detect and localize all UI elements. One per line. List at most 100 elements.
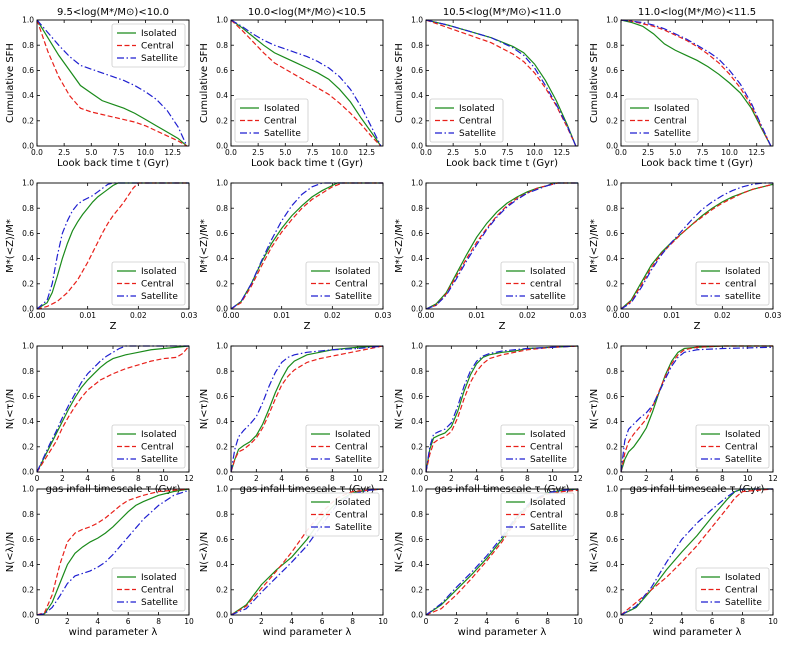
- y-tick-label: 0.2: [606, 279, 618, 288]
- y-tick-label: 0.0: [411, 142, 423, 151]
- x-tick-label: 0: [35, 474, 40, 483]
- legend: Isolated Central Satellite: [695, 424, 770, 469]
- x-tick-label: 10: [184, 617, 194, 626]
- x-tick-label: 0.0: [615, 148, 627, 157]
- panel-r4-c1: 0 2 4 6 8 10 0.0 0.2 0.4 0.6 0.8 1.0 wind parameter …: [5, 485, 194, 638]
- x-tick-label: 0.01: [468, 311, 485, 320]
- y-tick-label: 0.4: [216, 91, 228, 100]
- x-tick-label: 10.0: [137, 148, 154, 157]
- series-line-satellite: [230, 182, 383, 310]
- legend: Isolated Central Satellite: [500, 424, 575, 469]
- x-axis-label: Look back time t (Gyr): [57, 158, 169, 169]
- y-tick-label: 0.2: [411, 279, 423, 288]
- legend-label: Isolated: [264, 104, 300, 114]
- x-tick-label: 7.5: [112, 148, 124, 157]
- y-tick-label: 0.0: [606, 611, 618, 620]
- y-tick-label: 1.0: [606, 179, 618, 188]
- x-tick-label: 2.5: [447, 148, 459, 157]
- x-axis-label: Z: [304, 321, 311, 332]
- x-tick-label: 4: [289, 617, 294, 626]
- y-tick-label: 1.0: [22, 342, 34, 351]
- legend-box: [305, 492, 380, 537]
- x-tick-label: 2.5: [58, 148, 70, 157]
- panel-title: 10.0<log(M*/M⊙)<10.5: [248, 7, 366, 18]
- x-axis-label: gas infall timescale τ (Gyr): [46, 484, 181, 495]
- y-tick-label: 0.4: [411, 560, 423, 569]
- y-tick-label: 0.2: [216, 279, 228, 288]
- y-tick-label: 0.8: [411, 41, 423, 50]
- series-line-isolated: [620, 488, 773, 616]
- x-tick-label: 12: [573, 474, 583, 483]
- x-tick-label: 6: [710, 617, 715, 626]
- y-tick-label: 1.0: [411, 16, 423, 25]
- legend-box: [695, 261, 770, 306]
- legend-label: Satellite: [335, 455, 372, 465]
- legend-label: Satellite: [264, 129, 301, 139]
- x-tick-label: 2: [60, 474, 65, 483]
- legend-box: [695, 424, 770, 469]
- y-tick-label: 0.2: [216, 585, 228, 594]
- y-tick-label: 0.8: [606, 41, 618, 50]
- x-tick-label: 2: [259, 617, 264, 626]
- y-tick-label: 0.6: [216, 535, 228, 544]
- x-axis-label: wind parameter λ: [69, 627, 158, 638]
- series-line-central: [620, 183, 774, 310]
- x-tick-label: 6: [126, 617, 131, 626]
- y-axis-label: Cumulative SFH: [394, 43, 405, 123]
- legend-label: Central: [725, 443, 758, 453]
- series-line-central: [425, 345, 579, 473]
- legend-label: Isolated: [141, 573, 177, 583]
- legend-label: Isolated: [725, 267, 761, 277]
- plot-frame: [620, 345, 774, 473]
- series-line-central: [425, 489, 579, 616]
- y-tick-label: 1.0: [606, 485, 618, 494]
- legend: Isolated Central Satellite: [111, 424, 186, 469]
- y-tick-label: 0.8: [411, 510, 423, 519]
- x-tick-label: 4: [669, 474, 674, 483]
- x-tick-label: 6: [500, 474, 505, 483]
- legend-box: [111, 567, 186, 612]
- panel-r3-c1: 0 2 4 6 8 10 12 0.0 0.2 0.4 0.6 0.8 1.0 gas infall ti…: [5, 342, 194, 495]
- x-tick-label: 12.5: [164, 148, 181, 157]
- y-tick-label: 1.0: [22, 16, 34, 25]
- x-tick-label: 5.0: [669, 148, 681, 157]
- legend-box: [500, 492, 575, 537]
- y-tick-label: 0.2: [411, 442, 423, 451]
- y-tick-label: 0.0: [606, 305, 618, 314]
- x-tick-label: 0.02: [714, 311, 731, 320]
- y-tick-label: 0.2: [606, 116, 618, 125]
- y-tick-label: 0.4: [216, 254, 228, 263]
- legend-label: Satellite: [141, 598, 178, 608]
- x-tick-label: 5.0: [85, 148, 97, 157]
- series-line-satellite: [620, 346, 774, 473]
- x-tick-label: 2: [65, 617, 70, 626]
- plot-frame: [425, 19, 579, 147]
- legend-label: Isolated: [335, 430, 371, 440]
- y-tick-label: 0.6: [411, 535, 423, 544]
- x-tick-label: 2: [254, 474, 259, 483]
- series-line-satellite: [36, 19, 188, 147]
- x-tick-label: 0.00: [418, 311, 435, 320]
- panel-r1-c2: 10.0<log(M*/M⊙)<10.5 0.0 2.5 5.0 7.5 10.0 12.5…: [199, 7, 384, 169]
- x-tick-label: 0: [229, 474, 234, 483]
- legend: Isolated Central Satellite: [695, 567, 770, 612]
- x-tick-label: 8: [156, 617, 161, 626]
- panel-r4-c4: 0 2 4 6 8 10 0.0 0.2 0.4 0.6 0.8 1.0 wind parameter …: [589, 485, 778, 638]
- y-tick-label: 0.6: [606, 535, 618, 544]
- legend-label: Satellite: [530, 455, 567, 465]
- y-tick-label: 1.0: [606, 16, 618, 25]
- legend-box: [111, 23, 186, 68]
- y-tick-label: 0.6: [216, 66, 228, 75]
- legend-label: Central: [530, 443, 563, 453]
- legend-box: [500, 424, 575, 469]
- x-tick-label: 6: [515, 617, 520, 626]
- x-tick-label: 2: [649, 617, 654, 626]
- y-tick-label: 0.6: [22, 392, 34, 401]
- x-tick-label: 0: [424, 474, 429, 483]
- panel-r4-c3: 0 2 4 6 8 10 0.0 0.2 0.4 0.6 0.8 1.0 wind parameter …: [394, 485, 583, 638]
- x-tick-label: 0.02: [130, 311, 147, 320]
- y-tick-label: 0.6: [216, 229, 228, 238]
- y-tick-label: 0.2: [22, 116, 34, 125]
- panel-r2-c3: 0.00 0.01 0.02 0.03 0.0 0.2 0.4 0.6 0.8 1.0 Z M*(<Z…: [394, 179, 587, 332]
- y-tick-label: 0.4: [411, 417, 423, 426]
